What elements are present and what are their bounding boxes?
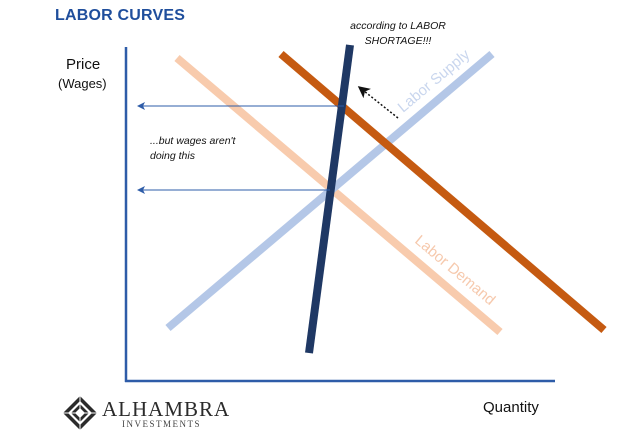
vertical-supply-curve	[305, 44, 354, 354]
shortage-pointer-arrow	[357, 86, 399, 119]
diamond-logo-icon	[63, 396, 97, 430]
logo-sub-text: INVESTMENTS	[122, 419, 201, 429]
shortage-annotation: according to LABOR SHORTAGE!!!	[350, 20, 446, 47]
y-axis-sublabel: (Wages)	[58, 76, 107, 91]
x-axis-label: Quantity	[483, 399, 539, 416]
page-title: LABOR CURVES	[55, 7, 186, 24]
logo-brand-text: ALHAMBRA	[102, 397, 231, 421]
wages-annotation: ...but wages aren't doing this	[150, 135, 236, 162]
alhambra-logo: ALHAMBRA INVESTMENTS	[62, 393, 242, 433]
labor-demand-original-curve	[174, 54, 503, 336]
labor-demand-shifted-curve	[278, 50, 607, 334]
y-axis-label: Price	[66, 56, 101, 73]
